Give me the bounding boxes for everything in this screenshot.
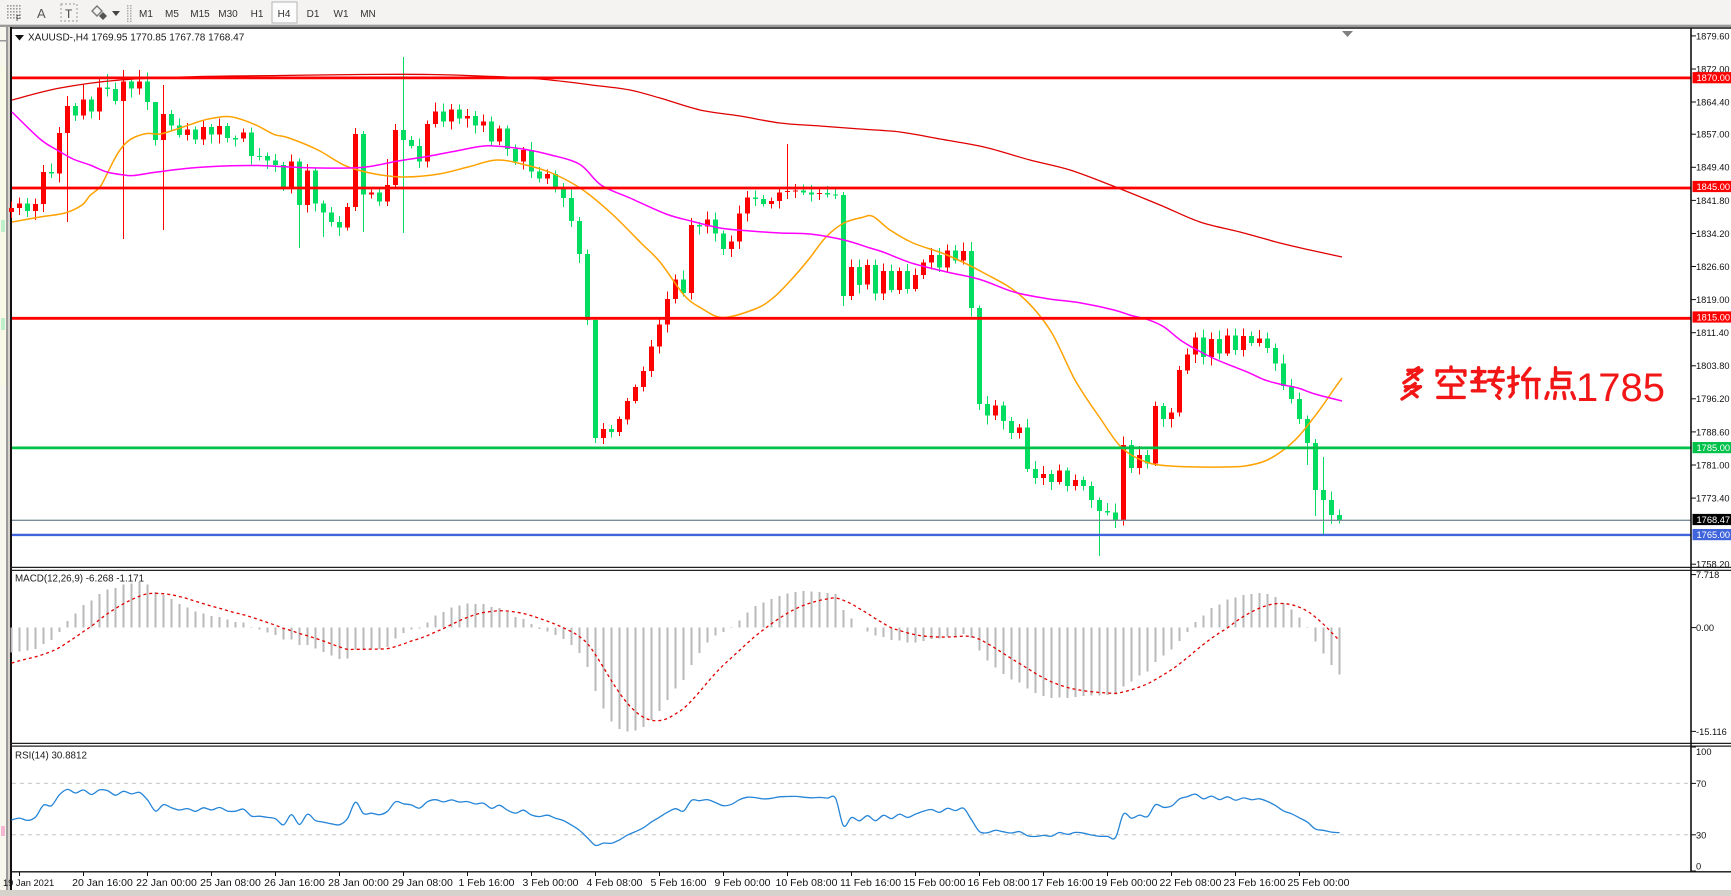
svg-text:11 Feb 16:00: 11 Feb 16:00 <box>840 877 901 889</box>
svg-text:22 Feb 08:00: 22 Feb 08:00 <box>1160 877 1222 889</box>
svg-text:1796.20: 1796.20 <box>1696 394 1730 404</box>
svg-text:1864.40: 1864.40 <box>1696 97 1730 107</box>
svg-text:M1: M1 <box>139 9 153 20</box>
svg-text:-15.116: -15.116 <box>1696 727 1727 737</box>
svg-text:26 Jan 16:00: 26 Jan 16:00 <box>264 877 325 889</box>
svg-text:19 Jan 2021: 19 Jan 2021 <box>3 878 54 888</box>
svg-text:9 Feb 00:00: 9 Feb 00:00 <box>714 877 770 889</box>
svg-text:1781.00: 1781.00 <box>1696 460 1730 470</box>
svg-text:1834.20: 1834.20 <box>1696 229 1730 239</box>
svg-text:25 Jan 08:00: 25 Jan 08:00 <box>200 877 261 889</box>
svg-text:20 Jan 16:00: 20 Jan 16:00 <box>72 877 133 889</box>
svg-text:1819.00: 1819.00 <box>1696 295 1730 305</box>
svg-text:MACD(12,26,9) -6.268 -1.171: MACD(12,26,9) -6.268 -1.171 <box>15 574 144 585</box>
svg-text:RSI(14) 30.8812: RSI(14) 30.8812 <box>15 751 87 762</box>
svg-text:30: 30 <box>1696 831 1706 841</box>
svg-text:1773.40: 1773.40 <box>1696 494 1730 504</box>
svg-text:1849.40: 1849.40 <box>1696 163 1730 173</box>
svg-text:10 Feb 08:00: 10 Feb 08:00 <box>776 877 838 889</box>
svg-text:A: A <box>37 6 46 21</box>
svg-text:1857.00: 1857.00 <box>1696 130 1730 140</box>
svg-text:22 Jan 00:00: 22 Jan 00:00 <box>136 877 197 889</box>
svg-text:H1: H1 <box>251 9 264 20</box>
svg-text:1879.60: 1879.60 <box>1696 31 1730 41</box>
svg-text:70: 70 <box>1696 779 1706 789</box>
svg-text:1785: 1785 <box>1576 366 1665 410</box>
svg-text:28 Jan 00:00: 28 Jan 00:00 <box>328 877 389 889</box>
svg-text:M15: M15 <box>190 9 210 20</box>
svg-text:5 Feb 16:00: 5 Feb 16:00 <box>650 877 706 889</box>
svg-text:16 Feb 08:00: 16 Feb 08:00 <box>968 877 1030 889</box>
svg-text:19 Feb 00:00: 19 Feb 00:00 <box>1096 877 1158 889</box>
svg-text:1768.47: 1768.47 <box>1697 515 1731 525</box>
svg-text:0: 0 <box>1696 862 1701 872</box>
svg-text:0.00: 0.00 <box>1696 623 1714 633</box>
svg-text:1815.00: 1815.00 <box>1697 312 1731 322</box>
svg-text:1870.00: 1870.00 <box>1697 73 1731 83</box>
svg-text:1788.60: 1788.60 <box>1696 427 1730 437</box>
svg-text:M5: M5 <box>165 9 179 20</box>
svg-text:1841.80: 1841.80 <box>1696 196 1730 206</box>
svg-text:1803.80: 1803.80 <box>1696 361 1730 371</box>
svg-text:7.718: 7.718 <box>1696 570 1719 580</box>
svg-text:D1: D1 <box>307 9 320 20</box>
svg-text:MN: MN <box>360 9 376 20</box>
svg-text:4 Feb 08:00: 4 Feb 08:00 <box>586 877 642 889</box>
svg-text:1872.00: 1872.00 <box>1696 64 1730 74</box>
svg-text:1785.00: 1785.00 <box>1697 443 1731 453</box>
svg-text:100: 100 <box>1696 747 1712 757</box>
svg-text:1811.40: 1811.40 <box>1696 328 1729 338</box>
svg-text:1845.00: 1845.00 <box>1697 182 1731 192</box>
svg-text:XAUUSD-,H4 1769.95 1770.85 17: XAUUSD-,H4 1769.95 1770.85 1767.78 1768.… <box>28 33 245 44</box>
svg-text:1765.00: 1765.00 <box>1697 530 1731 540</box>
svg-text:17 Feb 16:00: 17 Feb 16:00 <box>1032 877 1094 889</box>
svg-text:1758.20: 1758.20 <box>1696 560 1730 570</box>
svg-text:T: T <box>65 7 73 21</box>
svg-text:15 Feb 00:00: 15 Feb 00:00 <box>904 877 966 889</box>
svg-text:1826.60: 1826.60 <box>1696 262 1730 272</box>
svg-text:29 Jan 08:00: 29 Jan 08:00 <box>392 877 453 889</box>
svg-text:F: F <box>16 14 21 23</box>
svg-text:23 Feb 16:00: 23 Feb 16:00 <box>1224 877 1286 889</box>
svg-text:M30: M30 <box>218 9 238 20</box>
svg-text:H4: H4 <box>278 9 291 20</box>
svg-text:1 Feb 16:00: 1 Feb 16:00 <box>458 877 514 889</box>
svg-text:3 Feb 00:00: 3 Feb 00:00 <box>522 877 578 889</box>
svg-text:25 Feb 00:00: 25 Feb 00:00 <box>1288 877 1350 889</box>
svg-text:W1: W1 <box>334 9 349 20</box>
